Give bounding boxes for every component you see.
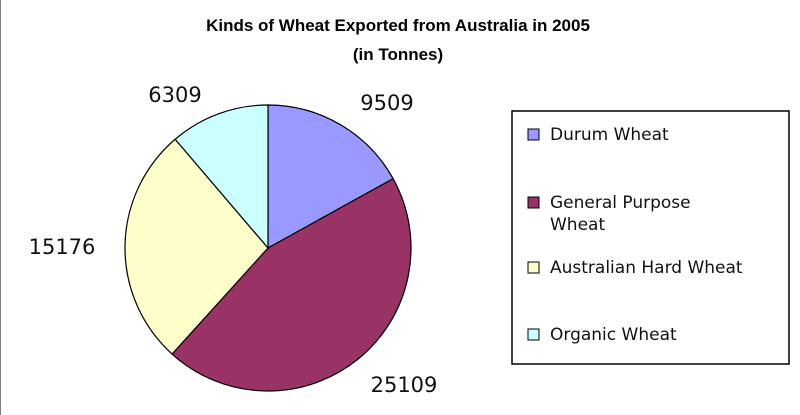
legend: Durum Wheat General Purpose Wheat Australia… [527, 125, 743, 345]
legend-label-organic-wheat: Organic Wheat [550, 325, 677, 345]
legend-swatch-organic-wheat [527, 328, 540, 341]
pie-slice-australian-hard-wheat [124, 138, 269, 355]
data-labels: 9509 25109 15176 6309 [29, 83, 438, 397]
legend-swatch-australian-hard-wheat [527, 261, 540, 274]
data-label-general-purpose-wheat: 25109 [371, 373, 438, 397]
pie-slice-durum-wheat [267, 104, 394, 250]
pie-slice-organic-wheat [174, 104, 269, 250]
pie-slices [124, 104, 412, 392]
legend-swatch-general-purpose-wheat [527, 196, 540, 209]
chart-subtitle: (in Tonnes) [353, 45, 443, 64]
pie-slice-general-purpose-wheat [171, 177, 412, 392]
legend-label-australian-hard-wheat: Australian Hard Wheat [550, 258, 743, 278]
data-label-organic-wheat: 6309 [148, 83, 201, 107]
legend-label-general-purpose-wheat: General Purpose Wheat [550, 193, 691, 235]
chart-title: Kinds of Wheat Exported from Australia i… [206, 16, 590, 35]
data-label-durum-wheat: 9509 [360, 91, 413, 115]
legend-label-durum-wheat: Durum Wheat [550, 125, 669, 145]
legend-swatch-durum-wheat [527, 128, 540, 141]
legend-box [511, 110, 790, 365]
data-label-australian-hard-wheat: 15176 [29, 235, 96, 259]
